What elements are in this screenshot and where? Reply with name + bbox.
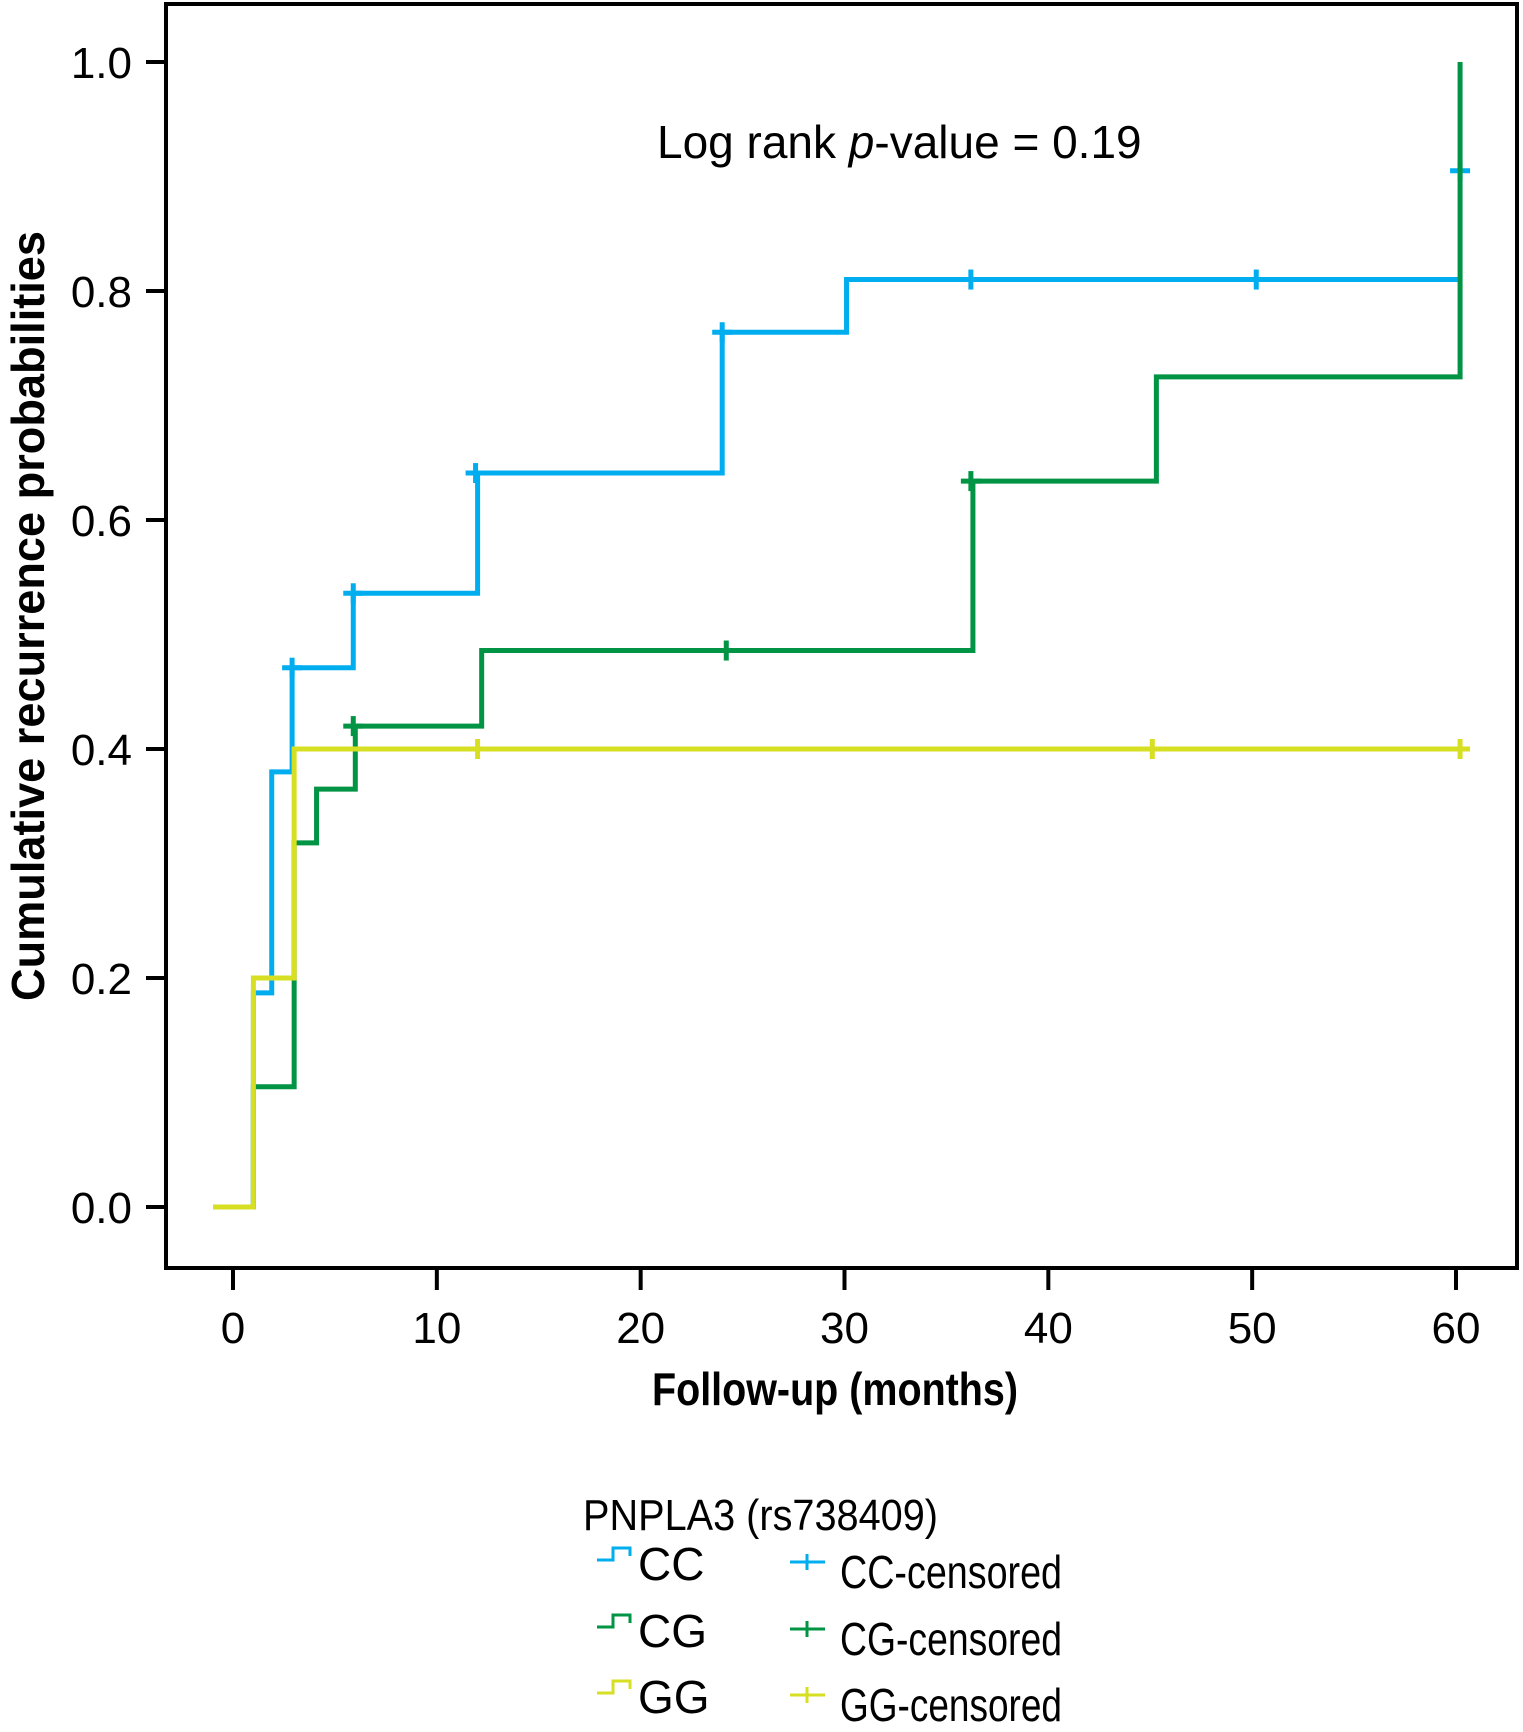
annotation-p: p bbox=[847, 116, 875, 168]
x-tick-label: 30 bbox=[820, 1304, 869, 1353]
legend-entry-cg: CG bbox=[597, 1605, 707, 1657]
x-tick-label: 0 bbox=[221, 1304, 245, 1353]
x-tick-label: 40 bbox=[1024, 1304, 1073, 1353]
x-tick-label: 60 bbox=[1432, 1304, 1481, 1353]
legend-label: CG bbox=[638, 1605, 707, 1657]
censor-mark-gg bbox=[467, 739, 488, 759]
legend-label: CG-censored bbox=[840, 1613, 1062, 1665]
legend-entry-gg-censored: GG-censored bbox=[790, 1679, 1062, 1731]
logrank-annotation: Log rank p-value = 0.19 bbox=[657, 116, 1142, 168]
series-layer bbox=[213, 62, 1471, 1210]
censor-mark-cc bbox=[712, 322, 733, 343]
y-axis: 0.0 0.2 0.4 0.6 0.8 1.0 bbox=[71, 39, 166, 1233]
censor-mark-gg bbox=[1142, 739, 1163, 759]
censor-mark-cc bbox=[1246, 269, 1267, 290]
censor-mark-gg bbox=[1450, 739, 1471, 759]
x-tick-label: 20 bbox=[616, 1304, 665, 1353]
step-line-gg bbox=[213, 746, 1469, 1210]
series-cc bbox=[213, 160, 1471, 1210]
annotation-suffix: -value = 0.19 bbox=[874, 116, 1141, 168]
y-tick-label: 0.8 bbox=[71, 268, 132, 317]
y-tick-label: 1.0 bbox=[71, 39, 132, 88]
legend-label: CC bbox=[638, 1538, 704, 1590]
censor-mark-cg bbox=[960, 471, 981, 492]
y-axis-title: Cumulative recurrence probabilities bbox=[2, 231, 54, 1001]
annotation-prefix: Log rank bbox=[657, 116, 849, 168]
legend-label: CC-censored bbox=[840, 1546, 1062, 1598]
y-tick-label: 0.6 bbox=[71, 497, 132, 546]
x-axis: 0 10 20 30 40 50 60 bbox=[221, 1268, 1481, 1353]
censor-mark-cc bbox=[282, 657, 303, 678]
legend-entry-cg-censored: CG-censored bbox=[790, 1613, 1062, 1665]
series-cg bbox=[213, 62, 1463, 1210]
y-tick-label: 0.0 bbox=[71, 1184, 132, 1233]
censor-mark-cc bbox=[465, 463, 486, 484]
x-axis-title: Follow-up (months) bbox=[652, 1363, 1018, 1415]
legend-label: GG-censored bbox=[840, 1679, 1062, 1731]
legend: PNPLA3 (rs738409) CC CG GG CC-censored CG-ce… bbox=[583, 1491, 1062, 1731]
legend-step-icon bbox=[597, 1613, 632, 1629]
y-tick-label: 0.4 bbox=[71, 726, 132, 775]
legend-entry-cc-censored: CC-censored bbox=[790, 1546, 1062, 1598]
step-line-cc bbox=[213, 277, 1461, 1210]
y-tick-label: 0.2 bbox=[71, 955, 132, 1004]
censor-mark-cg bbox=[343, 716, 364, 737]
censor-mark-cc bbox=[960, 269, 981, 290]
legend-entry-cc: CC bbox=[597, 1538, 704, 1590]
censor-mark-cc bbox=[343, 583, 364, 604]
legend-entry-gg: GG bbox=[597, 1671, 710, 1723]
series-gg bbox=[213, 739, 1471, 1210]
step-line-cg bbox=[213, 62, 1463, 1210]
x-tick-label: 10 bbox=[412, 1304, 461, 1353]
plot-frame bbox=[164, 2, 1519, 1270]
legend-label: GG bbox=[638, 1671, 710, 1723]
legend-step-icon bbox=[597, 1679, 632, 1695]
legend-step-icon bbox=[597, 1546, 632, 1562]
censor-mark-cg bbox=[716, 640, 737, 661]
legend-title: PNPLA3 (rs738409) bbox=[583, 1491, 938, 1540]
x-tick-label: 50 bbox=[1228, 1304, 1277, 1353]
